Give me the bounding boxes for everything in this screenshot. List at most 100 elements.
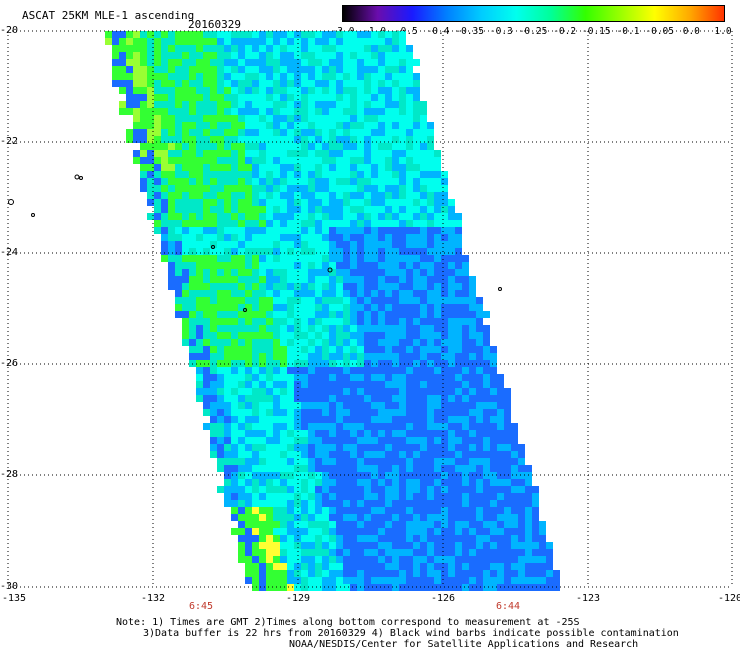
swath-cell bbox=[315, 136, 322, 143]
swath-cell bbox=[322, 234, 329, 241]
swath-cell bbox=[385, 178, 392, 185]
swath-cell bbox=[392, 451, 399, 458]
swath-cell bbox=[287, 528, 294, 535]
swath-cell bbox=[175, 311, 182, 318]
swath-cell bbox=[343, 213, 350, 220]
swath-cell bbox=[161, 192, 168, 199]
swath-cell bbox=[434, 248, 441, 255]
swath-cell bbox=[399, 129, 406, 136]
swath-cell bbox=[350, 31, 357, 38]
swath-cell bbox=[210, 388, 217, 395]
swath-cell bbox=[483, 493, 490, 500]
swath-cell bbox=[490, 430, 497, 437]
swath-cell bbox=[462, 465, 469, 472]
swath-cell bbox=[210, 192, 217, 199]
swath-cell bbox=[546, 549, 553, 556]
swath-cell bbox=[490, 479, 497, 486]
swath-cell bbox=[217, 248, 224, 255]
swath-cell bbox=[280, 311, 287, 318]
swath-cell bbox=[259, 367, 266, 374]
swath-cell bbox=[273, 178, 280, 185]
swath-cell bbox=[322, 367, 329, 374]
swath-cell bbox=[441, 185, 448, 192]
swath-cell bbox=[329, 521, 336, 528]
swath-cell bbox=[259, 94, 266, 101]
swath-cell bbox=[483, 479, 490, 486]
swath-cell bbox=[476, 388, 483, 395]
swath-cell bbox=[252, 178, 259, 185]
swath-cell bbox=[469, 514, 476, 521]
swath-cell bbox=[133, 129, 140, 136]
swath-cell bbox=[427, 472, 434, 479]
swath-cell bbox=[392, 52, 399, 59]
swath-cell bbox=[273, 276, 280, 283]
swath-cell bbox=[343, 444, 350, 451]
swath-cell bbox=[546, 556, 553, 563]
swath-cell bbox=[259, 318, 266, 325]
swath-cell bbox=[301, 101, 308, 108]
swath-cell bbox=[322, 521, 329, 528]
swath-cell bbox=[252, 514, 259, 521]
swath-cell bbox=[336, 213, 343, 220]
swath-cell bbox=[140, 101, 147, 108]
swath-cell bbox=[308, 465, 315, 472]
swath-cell bbox=[238, 472, 245, 479]
swath-cell bbox=[385, 346, 392, 353]
swath-cell bbox=[168, 150, 175, 157]
swath-cell bbox=[315, 528, 322, 535]
swath-cell bbox=[287, 549, 294, 556]
swath-cell bbox=[385, 59, 392, 66]
swath-cell bbox=[518, 584, 525, 591]
swath-cell bbox=[364, 150, 371, 157]
swath-cell bbox=[287, 45, 294, 52]
swath-cell bbox=[434, 416, 441, 423]
swath-cell bbox=[175, 136, 182, 143]
swath-cell bbox=[371, 332, 378, 339]
swath-cell bbox=[420, 276, 427, 283]
swath-cell bbox=[238, 549, 245, 556]
swath-cell bbox=[371, 570, 378, 577]
swath-cell bbox=[350, 164, 357, 171]
swath-cell bbox=[133, 31, 140, 38]
swath-cell bbox=[238, 192, 245, 199]
swath-cell bbox=[287, 346, 294, 353]
swath-cell bbox=[259, 535, 266, 542]
swath-cell bbox=[259, 444, 266, 451]
contamination-mark bbox=[211, 245, 215, 249]
swath-cell bbox=[329, 528, 336, 535]
swath-cell bbox=[294, 507, 301, 514]
swath-cell bbox=[196, 325, 203, 332]
swath-cell bbox=[469, 332, 476, 339]
swath-cell bbox=[238, 402, 245, 409]
swath-cell bbox=[469, 535, 476, 542]
swath-cell bbox=[175, 73, 182, 80]
swath-cell bbox=[406, 563, 413, 570]
swath-cell bbox=[357, 521, 364, 528]
swath-cell bbox=[266, 430, 273, 437]
swath-cell bbox=[273, 45, 280, 52]
swath-cell bbox=[476, 374, 483, 381]
swath-cell bbox=[210, 283, 217, 290]
swath-cell bbox=[189, 185, 196, 192]
swath-cell bbox=[455, 290, 462, 297]
swath-cell bbox=[420, 465, 427, 472]
swath-cell bbox=[441, 535, 448, 542]
swath-cell bbox=[378, 206, 385, 213]
swath-cell bbox=[203, 157, 210, 164]
swath-cell bbox=[406, 318, 413, 325]
swath-cell bbox=[350, 584, 357, 591]
swath-cell bbox=[371, 129, 378, 136]
swath-cell bbox=[336, 129, 343, 136]
swath-cell bbox=[231, 157, 238, 164]
swath-cell bbox=[490, 395, 497, 402]
swath-cell bbox=[329, 59, 336, 66]
swath-cell bbox=[273, 59, 280, 66]
swath-cell bbox=[371, 269, 378, 276]
swath-cell bbox=[441, 493, 448, 500]
swath-cell bbox=[294, 171, 301, 178]
swath-cell bbox=[210, 31, 217, 38]
swath-cell bbox=[154, 80, 161, 87]
swath-cell bbox=[399, 192, 406, 199]
swath-cell bbox=[539, 584, 546, 591]
time-label-west: 6:45 bbox=[188, 601, 214, 612]
